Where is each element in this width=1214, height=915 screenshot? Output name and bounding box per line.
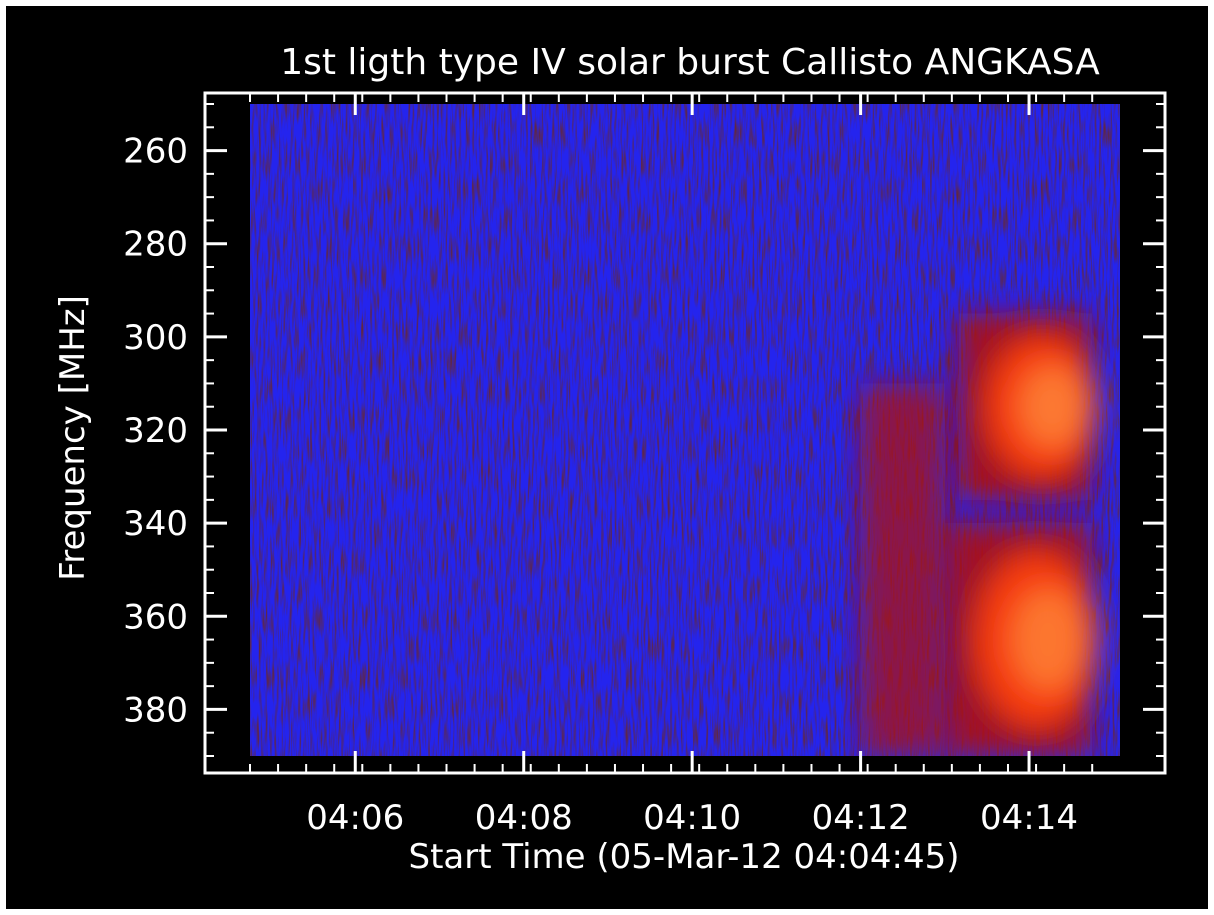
y-axis-label: Frequency [MHz] — [53, 295, 93, 581]
x-axis-label: Start Time (05-Mar-12 04:04:45) — [409, 837, 960, 877]
axis-frame — [203, 91, 1167, 775]
burst-emission-layer — [860, 313, 1099, 756]
x-tick-label: 04:06 — [306, 798, 404, 838]
x-tick-label: 04:08 — [475, 798, 573, 838]
y-tick-label: 360 — [123, 597, 188, 637]
spectrogram-chart: 1st ligth type IV solar burst Callisto A… — [53, 42, 1167, 877]
x-axis: 04:06 04:08 04:10 04:12 04:14 — [249, 93, 1094, 838]
x-tick-label: 04:12 — [812, 798, 910, 838]
x-tick-label: 04:14 — [980, 798, 1078, 838]
chart-title: 1st ligth type IV solar burst Callisto A… — [280, 42, 1100, 83]
y-tick-label: 320 — [123, 411, 188, 451]
y-tick-label: 380 — [123, 690, 188, 730]
x-tick-label: 04:10 — [643, 798, 741, 838]
spectrogram-figure: 1st ligth type IV solar burst Callisto A… — [6, 6, 1208, 909]
burst-feature-1 — [944, 523, 1099, 756]
y-axis: 260 280 300 320 340 360 380 — [123, 103, 1165, 757]
burst-feature-0 — [958, 313, 1098, 500]
y-tick-label: 260 — [123, 132, 188, 172]
plot-area — [250, 104, 1120, 756]
y-tick-label: 280 — [123, 225, 188, 265]
y-tick-label: 300 — [123, 318, 188, 358]
y-tick-label: 340 — [123, 504, 188, 544]
burst-feature-2 — [860, 383, 945, 756]
